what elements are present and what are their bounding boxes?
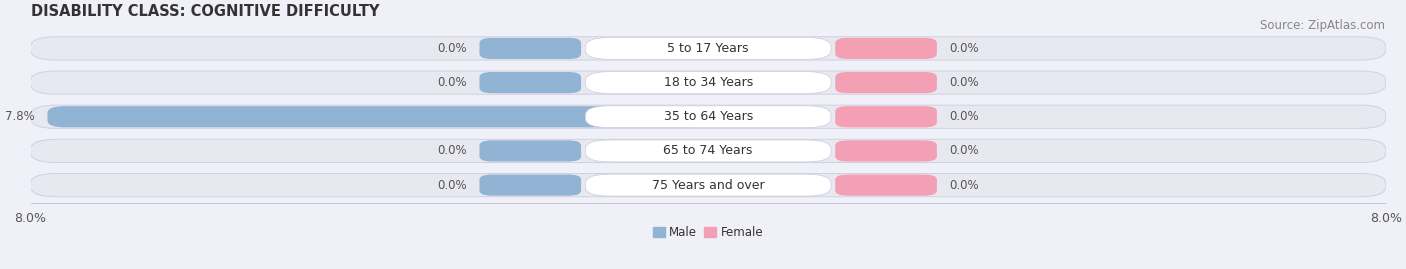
FancyBboxPatch shape bbox=[585, 174, 831, 196]
FancyBboxPatch shape bbox=[479, 72, 581, 93]
Text: 75 Years and over: 75 Years and over bbox=[652, 179, 765, 192]
Text: 65 to 74 Years: 65 to 74 Years bbox=[664, 144, 752, 157]
FancyBboxPatch shape bbox=[479, 38, 581, 59]
Text: 7.8%: 7.8% bbox=[6, 110, 35, 123]
FancyBboxPatch shape bbox=[31, 105, 1386, 128]
FancyBboxPatch shape bbox=[479, 140, 581, 161]
FancyBboxPatch shape bbox=[835, 175, 936, 196]
FancyBboxPatch shape bbox=[835, 72, 936, 93]
Text: 0.0%: 0.0% bbox=[949, 110, 979, 123]
FancyBboxPatch shape bbox=[585, 37, 831, 59]
Text: 0.0%: 0.0% bbox=[949, 144, 979, 157]
Text: 5 to 17 Years: 5 to 17 Years bbox=[668, 42, 749, 55]
FancyBboxPatch shape bbox=[31, 139, 1386, 162]
FancyBboxPatch shape bbox=[48, 106, 709, 127]
Text: DISABILITY CLASS: COGNITIVE DIFFICULTY: DISABILITY CLASS: COGNITIVE DIFFICULTY bbox=[31, 4, 380, 19]
Text: 0.0%: 0.0% bbox=[949, 42, 979, 55]
Text: 18 to 34 Years: 18 to 34 Years bbox=[664, 76, 752, 89]
Text: 0.0%: 0.0% bbox=[437, 76, 467, 89]
FancyBboxPatch shape bbox=[835, 140, 936, 161]
FancyBboxPatch shape bbox=[585, 106, 831, 128]
Text: 0.0%: 0.0% bbox=[949, 179, 979, 192]
Legend: Male, Female: Male, Female bbox=[648, 221, 768, 244]
FancyBboxPatch shape bbox=[479, 175, 581, 196]
Text: 0.0%: 0.0% bbox=[437, 179, 467, 192]
FancyBboxPatch shape bbox=[835, 106, 936, 127]
FancyBboxPatch shape bbox=[31, 37, 1386, 60]
FancyBboxPatch shape bbox=[585, 140, 831, 162]
Text: 35 to 64 Years: 35 to 64 Years bbox=[664, 110, 752, 123]
Text: 0.0%: 0.0% bbox=[437, 144, 467, 157]
Text: Source: ZipAtlas.com: Source: ZipAtlas.com bbox=[1260, 19, 1385, 32]
FancyBboxPatch shape bbox=[835, 38, 936, 59]
FancyBboxPatch shape bbox=[31, 71, 1386, 94]
Text: 0.0%: 0.0% bbox=[949, 76, 979, 89]
Text: 0.0%: 0.0% bbox=[437, 42, 467, 55]
FancyBboxPatch shape bbox=[31, 174, 1386, 197]
FancyBboxPatch shape bbox=[585, 72, 831, 94]
